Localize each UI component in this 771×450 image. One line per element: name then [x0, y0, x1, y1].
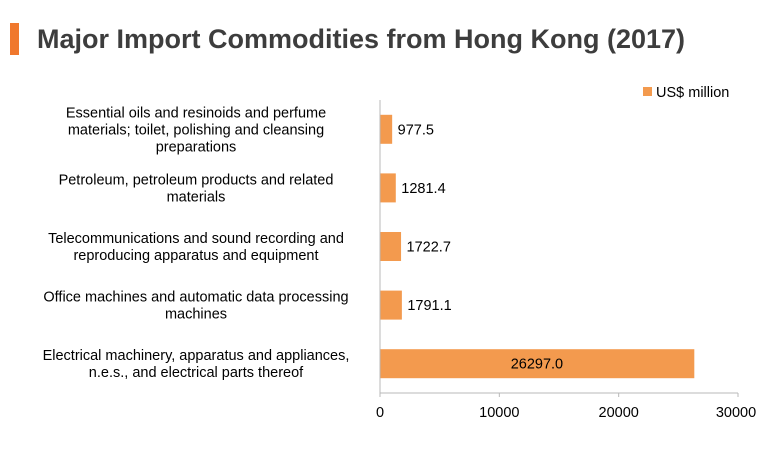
- category-label-line: Office machines and automatic data proce…: [43, 290, 348, 306]
- x-tick-label: 30000: [716, 405, 756, 421]
- chart-title: Major Import Commodities from Hong Kong …: [37, 24, 686, 54]
- category-label-line: Petroleum, petroleum products and relate…: [59, 172, 334, 188]
- legend-swatch: [643, 87, 652, 96]
- category-label-line: Electrical machinery, apparatus and appl…: [43, 348, 350, 364]
- bar: [380, 349, 695, 379]
- category-label: Electrical machinery, apparatus and appl…: [43, 348, 350, 381]
- category-label: Telecommunications and sound recording a…: [48, 231, 344, 264]
- category-label-line: machines: [165, 307, 227, 323]
- category-label: Petroleum, petroleum products and relate…: [59, 172, 334, 205]
- bar: [380, 114, 393, 144]
- category-label-line: preparations: [156, 139, 237, 155]
- category-label-line: n.e.s., and electrical parts thereof: [89, 365, 304, 381]
- category-label-line: materials; toilet, polishing and cleansi…: [68, 122, 324, 138]
- category-label-line: Telecommunications and sound recording a…: [48, 231, 344, 247]
- x-tick-label: 20000: [599, 405, 639, 421]
- title-accent-bar: [10, 23, 19, 55]
- x-tick-label: 10000: [479, 405, 519, 421]
- legend-label: US$ million: [656, 85, 729, 101]
- data-label: 26297.0: [511, 357, 563, 373]
- category-label: Office machines and automatic data proce…: [43, 290, 348, 323]
- data-label: 977.5: [398, 122, 434, 138]
- category-label: Essential oils and resinoids and perfume…: [66, 105, 326, 155]
- bar: [380, 232, 402, 261]
- bar: [380, 173, 396, 203]
- category-label-line: Essential oils and resinoids and perfume: [66, 105, 326, 121]
- data-label: 1791.1: [407, 298, 451, 314]
- data-label: 1281.4: [401, 181, 445, 197]
- x-tick-label: 0: [376, 405, 384, 421]
- category-label-line: materials: [167, 189, 226, 205]
- category-label-line: reproducing apparatus and equipment: [73, 248, 318, 264]
- data-label: 1722.7: [407, 240, 451, 256]
- bar: [380, 290, 402, 320]
